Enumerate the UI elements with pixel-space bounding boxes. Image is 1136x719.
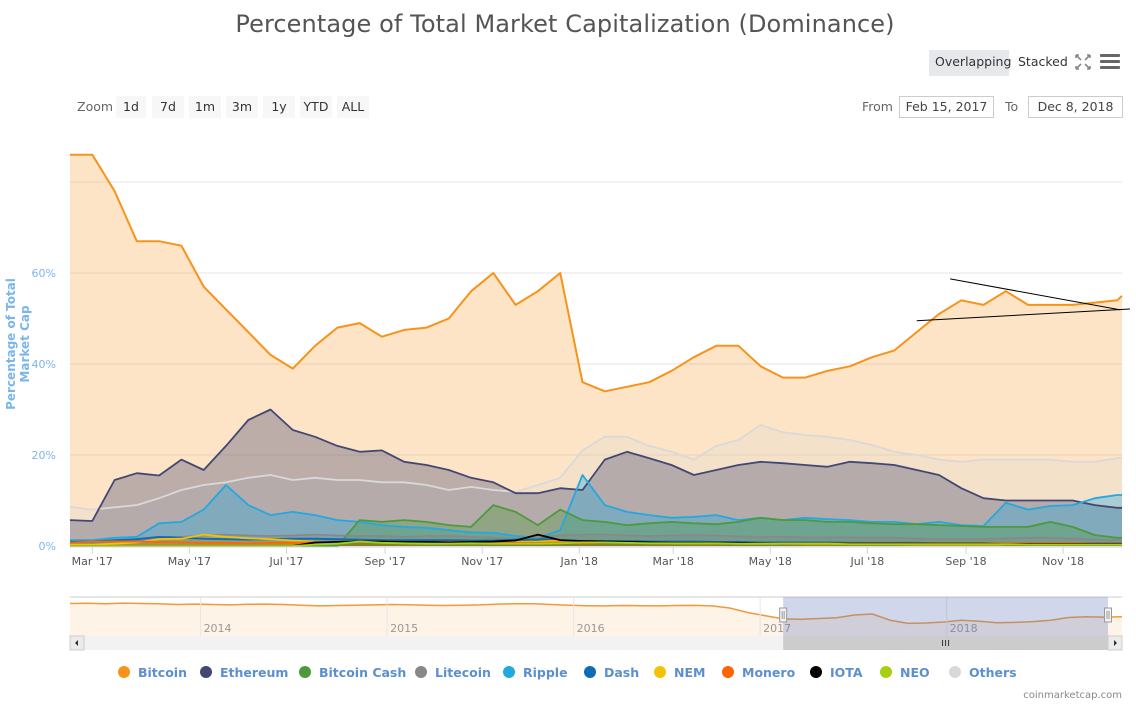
legend-marker-icon [722,666,734,678]
legend-marker-icon [503,666,515,678]
navigator-selection [783,597,1108,636]
overlapping-toggle-button[interactable]: Overlapping [929,50,1011,76]
bitcoin-cash-area [70,505,1122,546]
legend-marker-icon [949,666,961,678]
others-area [70,425,1122,546]
navigator-tick-label: 2015 [390,622,418,635]
y-tick-label: 40% [32,358,56,371]
y-tick-label: 20% [32,449,56,462]
to-date-input[interactable]: Dec 8, 2018 [1028,96,1123,118]
navigator-right-handle[interactable] [1104,607,1112,623]
legend-label: Ethereum [220,665,289,680]
legend-marker-icon [654,666,666,678]
hamburger-menu-icon[interactable] [1100,54,1120,70]
legend-label: Monero [742,665,796,680]
zoom-1m-button[interactable]: 1m [189,96,221,118]
navigator-tick-label: 2018 [950,622,978,635]
legend-item-bitcoin-cash[interactable]: Bitcoin Cash [299,663,406,683]
legend-label: NEO [900,665,930,680]
zoom-1d-button[interactable]: 1d [116,96,146,118]
x-tick-label: Jul '17 [269,555,304,568]
trendline-1 [950,278,1121,311]
navigator-tick-label: 2017 [763,622,791,635]
from-label: From [862,99,893,114]
zoom-3m-button[interactable]: 3m [226,96,258,118]
legend-marker-icon [415,666,427,678]
legend-label: Others [969,665,1017,680]
zoom-ytd-button[interactable]: YTD [300,96,332,118]
legend-marker-icon [118,666,130,678]
arrow-left-icon [75,640,78,646]
navigator-tick-label: 2014 [204,622,232,635]
y-tick-label: 0% [39,540,56,553]
legend-marker-icon [200,666,212,678]
ethereum-area [70,409,1122,546]
navigator-left-handle[interactable] [779,607,788,623]
x-tick-label: Sep '17 [364,555,405,568]
legend-marker-icon [584,666,596,678]
legend-item-others[interactable]: Others [949,663,1017,683]
x-tick-label: Nov '17 [461,555,503,568]
x-tick-label: May '18 [749,555,792,568]
credit-link[interactable]: coinmarketcap.com [1023,690,1122,701]
legend-label: Ripple [523,665,568,680]
chart-title: Percentage of Total Market Capitalizatio… [235,10,895,38]
legend-label: Litecoin [435,665,491,680]
legend-item-bitcoin[interactable]: Bitcoin [118,663,187,683]
legend-label: NEM [674,665,706,680]
x-tick-label: Jan '18 [560,555,598,568]
zoom-label: Zoom [77,99,114,114]
legend-item-ripple[interactable]: Ripple [503,663,568,683]
legend-label: Bitcoin [138,665,187,680]
x-tick-label: Jul '18 [849,555,884,568]
bitcoin-area [70,154,1122,546]
stacked-toggle-button[interactable]: Stacked [1018,54,1068,69]
legend-item-iota[interactable]: IOTA [810,663,863,683]
legend-item-dash[interactable]: Dash [584,663,639,683]
legend-item-ethereum[interactable]: Ethereum [200,663,288,683]
legend: Bitcoin Ethereum Bitcoin Cash Litecoin Rippl… [0,663,1136,683]
x-tick-label: Mar '17 [72,555,113,568]
zoom-1y-button[interactable]: 1y [263,96,295,118]
arrow-right-icon [1114,640,1117,646]
legend-item-nem[interactable]: NEM [654,663,705,683]
to-label: To [1005,99,1019,114]
ripple-area [70,475,1122,546]
legend-marker-icon [299,666,311,678]
legend-item-litecoin[interactable]: Litecoin [415,663,491,683]
x-tick-label: Sep '18 [945,555,986,568]
trendline-2 [916,308,1130,322]
legend-marker-icon [880,666,892,678]
zoom-7d-button[interactable]: 7d [152,96,184,118]
navigator-area [70,603,1122,636]
legend-label: Bitcoin Cash [319,665,407,680]
from-date-input[interactable]: Feb 15, 2017 [899,96,994,118]
x-tick-label: Mar '18 [653,555,694,568]
x-tick-label: Nov '18 [1042,555,1084,568]
fullscreen-icon[interactable] [1074,53,1092,71]
legend-item-neo[interactable]: NEO [880,663,930,683]
y-tick-label: 60% [32,267,56,280]
legend-label: IOTA [830,665,863,680]
legend-item-monero[interactable]: Monero [722,663,795,683]
zoom-all-button[interactable]: ALL [337,96,369,118]
legend-marker-icon [810,666,822,678]
x-tick-label: May '17 [168,555,211,568]
legend-label: Dash [604,665,640,680]
navigator-tick-label: 2016 [577,622,605,635]
